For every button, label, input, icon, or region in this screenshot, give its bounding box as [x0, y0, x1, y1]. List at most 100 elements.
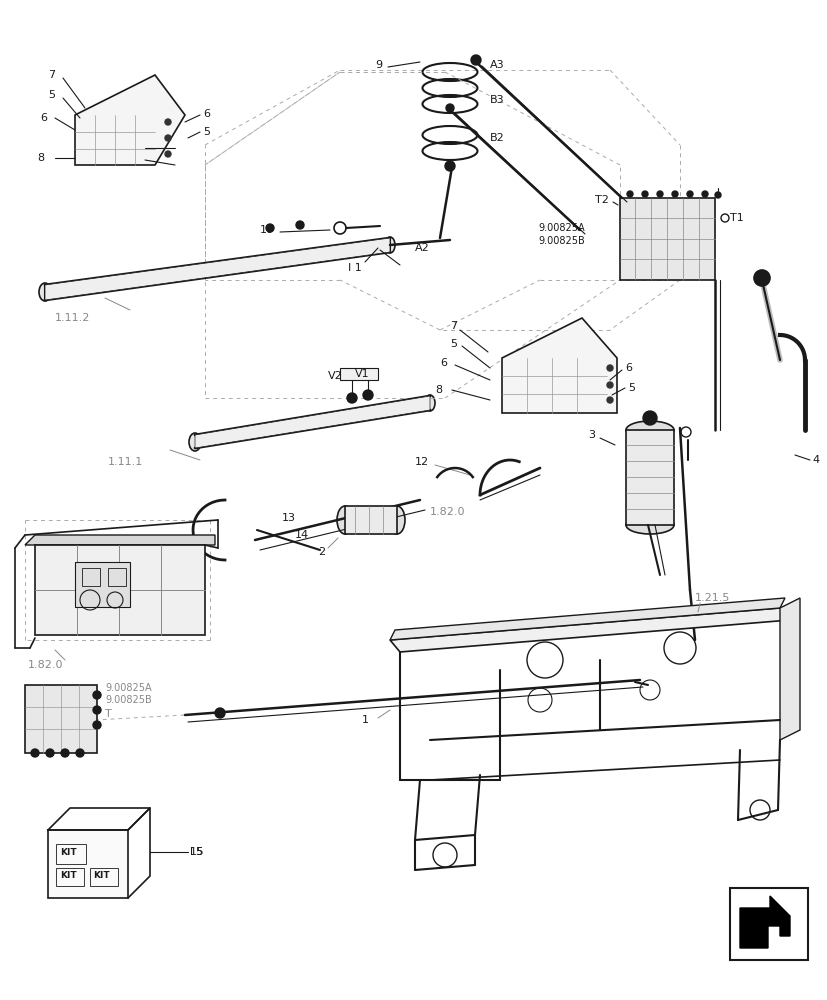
- Text: 5: 5: [627, 383, 634, 393]
- Circle shape: [626, 191, 632, 197]
- Circle shape: [672, 191, 677, 197]
- Text: 5: 5: [203, 127, 210, 137]
- Text: 1.11.2: 1.11.2: [55, 313, 90, 323]
- Circle shape: [61, 749, 69, 757]
- Text: V2: V2: [327, 371, 342, 381]
- Circle shape: [76, 749, 84, 757]
- Circle shape: [165, 135, 171, 141]
- Ellipse shape: [424, 395, 434, 411]
- Bar: [340, 368, 378, 380]
- Polygon shape: [45, 238, 390, 300]
- Text: 3: 3: [587, 430, 595, 440]
- Circle shape: [606, 365, 612, 371]
- Text: 1: 1: [361, 715, 369, 725]
- Circle shape: [265, 224, 274, 232]
- Text: T: T: [105, 709, 112, 719]
- Bar: [619, 198, 715, 280]
- Text: 9.00825B: 9.00825B: [538, 236, 584, 246]
- Text: l 5: l 5: [189, 847, 203, 857]
- Circle shape: [31, 749, 39, 757]
- Circle shape: [606, 397, 612, 403]
- Text: 6: 6: [40, 113, 47, 123]
- Text: KIT: KIT: [93, 871, 109, 880]
- Text: 6: 6: [203, 109, 210, 119]
- Bar: [48, 830, 128, 898]
- Text: 4: 4: [811, 455, 818, 465]
- Text: 1.82.0: 1.82.0: [28, 660, 64, 670]
- Ellipse shape: [625, 516, 673, 534]
- Text: 9.00825A: 9.00825A: [105, 683, 151, 693]
- Text: 10: 10: [260, 225, 274, 235]
- Circle shape: [46, 749, 54, 757]
- Polygon shape: [390, 608, 789, 652]
- Bar: [35, 545, 205, 635]
- Circle shape: [93, 691, 101, 699]
- Text: 6: 6: [439, 358, 447, 368]
- Text: 2: 2: [318, 547, 325, 557]
- Text: 12: 12: [414, 457, 428, 467]
- Text: T1: T1: [729, 213, 743, 223]
- Text: B2: B2: [490, 133, 504, 143]
- Text: B3: B3: [490, 95, 504, 105]
- Polygon shape: [75, 75, 184, 165]
- Text: 9: 9: [375, 60, 382, 70]
- Bar: [82, 568, 100, 586]
- Polygon shape: [779, 598, 799, 740]
- Circle shape: [215, 708, 225, 718]
- Text: 1.11.1: 1.11.1: [108, 457, 143, 467]
- Circle shape: [753, 270, 769, 286]
- Circle shape: [715, 192, 720, 198]
- Bar: [75, 562, 130, 607]
- Bar: [108, 568, 126, 586]
- Text: 13: 13: [282, 513, 295, 523]
- Text: 14: 14: [294, 530, 308, 540]
- Bar: [90, 868, 118, 886]
- Text: A3: A3: [490, 60, 504, 70]
- Ellipse shape: [39, 283, 51, 301]
- Text: 1.82.0: 1.82.0: [429, 507, 465, 517]
- Ellipse shape: [189, 433, 201, 451]
- Circle shape: [295, 221, 304, 229]
- Circle shape: [93, 721, 101, 729]
- Polygon shape: [501, 318, 616, 413]
- Polygon shape: [390, 598, 784, 640]
- Circle shape: [686, 191, 692, 197]
- Polygon shape: [195, 396, 429, 448]
- Circle shape: [362, 390, 372, 400]
- Ellipse shape: [337, 506, 352, 534]
- Text: T2: T2: [595, 195, 608, 205]
- Circle shape: [641, 191, 648, 197]
- Circle shape: [93, 706, 101, 714]
- Circle shape: [471, 55, 480, 65]
- Text: 9.00825A: 9.00825A: [538, 223, 584, 233]
- Text: A2: A2: [414, 243, 429, 253]
- Polygon shape: [25, 535, 215, 545]
- Text: 5: 5: [449, 339, 457, 349]
- Circle shape: [643, 411, 656, 425]
- Text: 9.00825B: 9.00825B: [105, 695, 151, 705]
- Bar: [345, 506, 396, 534]
- Bar: [729, 888, 807, 960]
- Text: 6: 6: [624, 363, 631, 373]
- Text: 7: 7: [48, 70, 55, 80]
- Text: 5: 5: [48, 90, 55, 100]
- Circle shape: [656, 191, 662, 197]
- Circle shape: [701, 191, 707, 197]
- Ellipse shape: [385, 237, 394, 253]
- Bar: [56, 844, 86, 864]
- Circle shape: [606, 382, 612, 388]
- Bar: [625, 430, 673, 525]
- Text: 15: 15: [189, 847, 203, 857]
- Bar: [56, 868, 84, 886]
- Text: V1: V1: [355, 369, 369, 379]
- Text: 8: 8: [434, 385, 442, 395]
- Text: KIT: KIT: [60, 871, 77, 880]
- Circle shape: [165, 119, 171, 125]
- Circle shape: [444, 161, 455, 171]
- Circle shape: [347, 393, 356, 403]
- Circle shape: [446, 104, 453, 112]
- Text: I 1: I 1: [347, 263, 361, 273]
- Text: KIT: KIT: [60, 848, 77, 857]
- Text: 1.21.5: 1.21.5: [694, 593, 729, 603]
- Text: 7: 7: [449, 321, 457, 331]
